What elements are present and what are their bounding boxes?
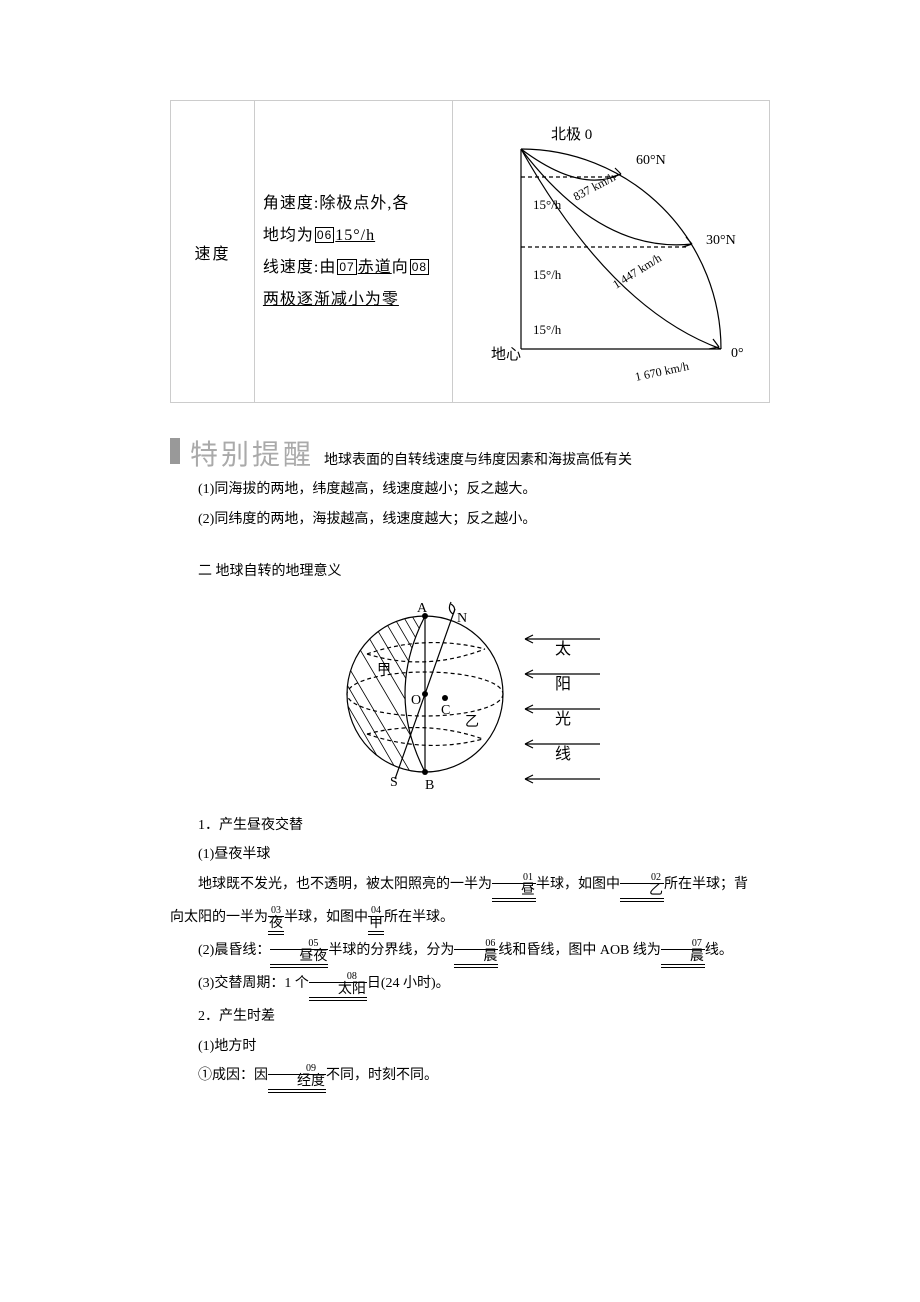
p5-a: (2)晨昏线： xyxy=(198,943,270,958)
desc-line2: 地均为0615°/h xyxy=(263,220,444,252)
document-page: 速度 角速度:除极点外,各 地均为0615°/h 线速度:由07赤道向08 两极… xyxy=(0,0,920,1156)
special-line1: (1)同海拔的两地，纬度越高，线速度越小；反之越大。 xyxy=(170,477,770,504)
annot-02: 02乙 xyxy=(620,873,664,902)
p5-c: 线和昏线，图中 AOB 线为 xyxy=(498,943,661,958)
sun-char-4: 线 xyxy=(555,745,571,763)
angvel-3: 15°/h xyxy=(533,322,562,337)
p6-a: (3)交替周期：1 个 xyxy=(198,976,309,991)
p9-b: 不同，时刻不同。 xyxy=(326,1068,438,1083)
speed-label: 速度 xyxy=(194,246,230,263)
lat-60n: 60°N xyxy=(636,153,666,168)
desc-line3: 线速度:由07赤道向08 xyxy=(263,252,444,284)
annot-04: 04甲 xyxy=(368,906,384,935)
boxnum-07: 07 xyxy=(337,259,356,275)
v60: 837 km/h xyxy=(571,170,618,204)
p8: (1)地方时 xyxy=(170,1034,770,1061)
p9-a: ①成因：因 xyxy=(198,1068,268,1083)
sun-char-2: 阳 xyxy=(555,675,571,693)
desc-l3-mid: 赤道 xyxy=(358,259,392,276)
angvel-2: 15°/h xyxy=(533,267,562,282)
north-pole-label: 北极 0 xyxy=(551,126,592,143)
label-C: C xyxy=(441,703,450,718)
earth-daynight-diagram: A N O C S B 甲 乙 太 阳 光 线 xyxy=(325,594,615,794)
lat-0: 0° xyxy=(731,346,744,361)
desc-line1: 角速度:除极点外,各 xyxy=(263,188,444,220)
p5-d: 线。 xyxy=(705,943,733,958)
desc-l2-a: 地均为 xyxy=(263,227,314,244)
label-A: A xyxy=(417,601,428,616)
annot-03: 03夜 xyxy=(268,906,284,935)
p4-c: 所在半球。 xyxy=(384,910,454,925)
boxnum-08: 08 xyxy=(410,259,429,275)
special-line2: (2)同纬度的两地，海拔越高，线速度越大；反之越小。 xyxy=(170,507,770,534)
annot-08: 08太阳 xyxy=(309,972,367,1001)
annot-07: 07晨 xyxy=(661,939,705,968)
p5: (2)晨昏线：05昼夜半球的分界线，分为06晨线和昏线，图中 AOB 线为07晨… xyxy=(170,938,770,968)
p3-b: 半球，如图中 xyxy=(536,877,620,892)
desc-l2-b: 15°/h xyxy=(335,227,375,244)
speed-diagram-cell: 北极 0 地心 60°N 30°N 0° 15°/h 15°/h 15°/h 8… xyxy=(453,101,770,403)
p7: 2．产生时差 xyxy=(170,1004,770,1031)
v0: 1 670 km/h xyxy=(634,359,690,384)
annot-06: 06晨 xyxy=(454,939,498,968)
angvel-1: 15°/h xyxy=(533,197,562,212)
point-O xyxy=(422,691,428,697)
desc-l3-a: 线速度:由 xyxy=(263,259,336,276)
v30: 1 447 km/h xyxy=(610,251,664,292)
p3-a: 地球既不发光，也不透明，被太阳照亮的一半为 xyxy=(198,877,492,892)
p1: 1．产生昼夜交替 xyxy=(170,813,770,840)
rotation-speed-table: 速度 角速度:除极点外,各 地均为0615°/h 线速度:由07赤道向08 两极… xyxy=(170,100,770,403)
section2-heading: 二 地球自转的地理意义 xyxy=(170,559,770,586)
annot-09: 09经度 xyxy=(268,1064,326,1093)
p3-c: 所在半球；背 xyxy=(664,877,748,892)
annot-05: 05昼夜 xyxy=(270,939,328,968)
p6: (3)交替周期：1 个08太阳日(24 小时)。 xyxy=(170,971,770,1001)
label-B: B xyxy=(425,778,434,793)
annot-01: 01昼 xyxy=(492,873,536,902)
speed-description-cell: 角速度:除极点外,各 地均为0615°/h 线速度:由07赤道向08 两极逐渐减… xyxy=(254,101,452,403)
heading-mark-icon xyxy=(170,438,180,464)
special-reminder-sub: 地球表面的自转线速度与纬度因素和海拔高低有关 xyxy=(324,449,632,469)
desc-line4: 两极逐渐减小为零 xyxy=(263,284,444,316)
p3: 地球既不发光，也不透明，被太阳照亮的一半为01昼半球，如图中02乙所在半球；背 xyxy=(170,872,770,902)
special-reminder-heading: 特别提醒 地球表面的自转线速度与纬度因素和海拔高低有关 xyxy=(170,433,770,473)
earth-diagram-wrapper: A N O C S B 甲 乙 太 阳 光 线 xyxy=(170,594,770,799)
p6-b: 日(24 小时)。 xyxy=(367,976,450,991)
label-S: S xyxy=(390,775,398,790)
sun-char-1: 太 xyxy=(555,640,571,658)
rotation-speed-diagram: 北极 0 地心 60°N 30°N 0° 15°/h 15°/h 15°/h 8… xyxy=(461,109,761,389)
label-O: O xyxy=(411,693,421,708)
label-jia: 甲 xyxy=(377,663,391,678)
sun-char-3: 光 xyxy=(555,710,571,728)
special-reminder-title: 特别提醒 xyxy=(190,433,314,473)
p4-b: 半球，如图中 xyxy=(284,910,368,925)
label-N: N xyxy=(457,611,467,626)
p9: ①成因：因09经度不同，时刻不同。 xyxy=(170,1063,770,1093)
center-label: 地心 xyxy=(491,346,521,363)
p4: 向太阳的一半为03夜半球，如图中04甲所在半球。 xyxy=(170,905,770,935)
boxnum-06: 06 xyxy=(315,227,334,243)
p2: (1)昼夜半球 xyxy=(170,842,770,869)
p5-b: 半球的分界线，分为 xyxy=(328,943,454,958)
p4-a: 向太阳的一半为 xyxy=(170,910,268,925)
lat-30n: 30°N xyxy=(706,233,736,248)
point-B xyxy=(422,769,428,775)
speed-label-cell: 速度 xyxy=(171,101,255,403)
desc-l3-b: 向 xyxy=(392,259,409,276)
point-C xyxy=(442,695,448,701)
label-yi: 乙 xyxy=(465,714,479,730)
